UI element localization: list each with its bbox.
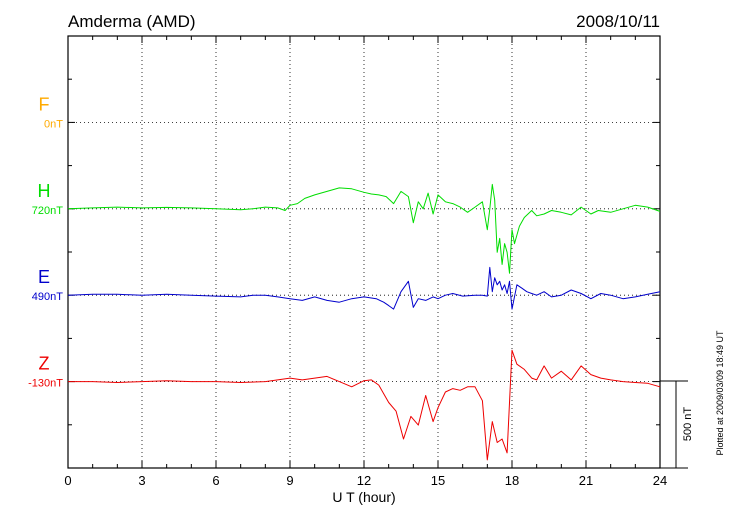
series-baseline-z: -130nT xyxy=(28,378,63,390)
scale-bar: 500 nT xyxy=(660,380,694,469)
x-tick-label: 6 xyxy=(212,473,219,488)
x-tick-label: 15 xyxy=(431,473,445,488)
series-line-z xyxy=(68,349,661,461)
station-title: Amderma (AMD) xyxy=(68,12,196,31)
x-tick-label: 12 xyxy=(357,473,371,488)
x-tick-label: 24 xyxy=(653,473,667,488)
series-baseline-e: 490nT xyxy=(32,291,63,303)
x-tick-label: 21 xyxy=(579,473,593,488)
scale-bar-label: 500 nT xyxy=(682,407,694,442)
series-line-h xyxy=(67,183,661,274)
series-name-f: F xyxy=(39,94,50,114)
axis-ticks: 0 3 6 9 12 15 18 21 24 xyxy=(64,36,667,488)
x-tick-label: 9 xyxy=(286,473,293,488)
series-baseline-h: 720nT xyxy=(32,205,63,217)
series-name-e: E xyxy=(38,267,50,287)
series-name-z: Z xyxy=(39,354,50,374)
x-axis-label: U T (hour) xyxy=(332,489,395,505)
series-group xyxy=(67,183,661,461)
grid xyxy=(68,36,660,468)
x-tick-label: 18 xyxy=(505,473,519,488)
x-tick-label: 0 xyxy=(64,473,71,488)
series-name-h: H xyxy=(38,181,51,201)
series-labels: F 0nT H 720nT E 490nT Z -130nT xyxy=(28,94,63,389)
date-label: 2008/10/11 xyxy=(576,12,660,31)
plotted-note: Plotted at 2009/03/09 18:49 UT xyxy=(715,330,725,456)
series-line-e xyxy=(67,266,661,310)
series-baseline-f: 0nT xyxy=(44,118,63,130)
x-tick-label: 3 xyxy=(138,473,145,488)
